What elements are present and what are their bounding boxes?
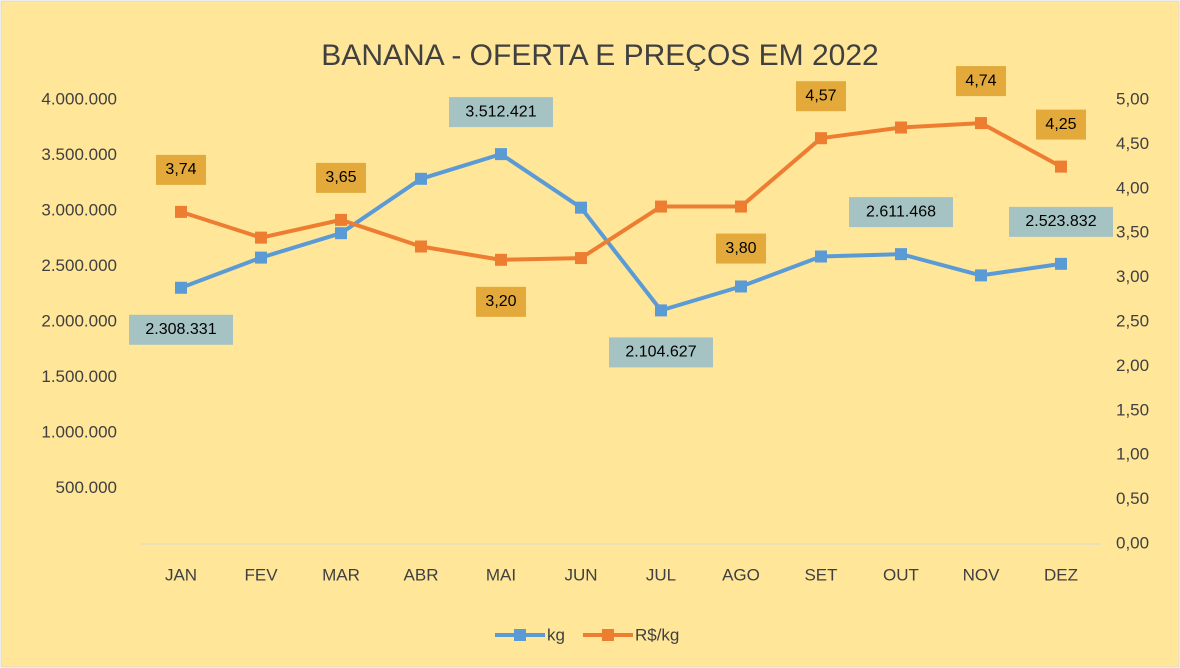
data-label: 4,25 [1045, 116, 1076, 133]
x-tick-label: MAI [486, 565, 516, 584]
series-marker [1055, 257, 1067, 270]
y2-tick-label: 1,00 [1116, 445, 1149, 464]
data-label: 2.104.627 [625, 344, 696, 361]
series-marker [415, 240, 427, 253]
x-tick-label: JUN [564, 565, 597, 584]
y2-tick-label: 2,00 [1116, 356, 1149, 375]
series-marker [415, 172, 427, 185]
y2-tick-label: 5,00 [1116, 89, 1149, 108]
y-tick-label: 1.000.000 [41, 422, 117, 441]
series-marker [975, 117, 987, 130]
series-marker [255, 251, 267, 264]
series-line [180, 152, 1062, 313]
series-marker [495, 253, 507, 266]
data-label-box [449, 97, 553, 128]
data-label: 2.308.331 [145, 321, 216, 338]
data-label: 4,74 [965, 72, 996, 89]
series-marker [815, 132, 827, 145]
series-marker [895, 121, 907, 134]
series-marker [335, 213, 347, 226]
series-marker [655, 200, 667, 213]
y2-tick-label: 3,00 [1116, 267, 1149, 286]
chart-title: BANANA - OFERTA E PREÇOS EM 2022 [321, 39, 878, 72]
y2-tick-label: 3,50 [1116, 223, 1149, 242]
x-tick-label: MAR [322, 565, 360, 584]
y2-tick-label: 0,50 [1116, 489, 1149, 508]
y2-tick-label: 1,50 [1116, 400, 1149, 419]
x-tick-label: JUL [646, 565, 676, 584]
data-label: 3,65 [325, 169, 356, 186]
series-marker [735, 200, 747, 213]
series-marker [735, 280, 747, 293]
series-marker [575, 252, 587, 265]
data-label-box [316, 162, 366, 193]
data-label: 4,57 [805, 87, 836, 104]
x-tick-label: DEZ [1044, 565, 1078, 584]
series-marker [895, 248, 907, 261]
data-label-box [156, 154, 206, 185]
x-tick-label: SET [804, 565, 837, 584]
y-tick-label: 4.000.000 [41, 89, 117, 108]
x-tick-label: NOV [963, 565, 1001, 584]
data-label-box [1009, 206, 1113, 237]
y-tick-label: 3.500.000 [41, 145, 117, 164]
data-label: 2.523.832 [1025, 213, 1096, 230]
series-marker [975, 269, 987, 282]
y-tick-label: 2.000.000 [41, 311, 117, 330]
y-tick-label: 500.000 [56, 478, 117, 497]
legend-marker [601, 629, 614, 641]
data-label-box [849, 197, 953, 228]
y2-tick-label: 2,50 [1116, 311, 1149, 330]
data-label-box [1036, 109, 1086, 140]
x-tick-label: JAN [165, 565, 197, 584]
data-label-box [609, 337, 713, 368]
data-label-box [476, 286, 526, 317]
data-label: 3,74 [165, 161, 196, 178]
series-marker [335, 227, 347, 240]
series-line [180, 121, 1062, 262]
y2-tick-label: 0,00 [1116, 533, 1149, 552]
series-marker [655, 304, 667, 317]
series-marker [1055, 160, 1067, 173]
data-label: 3.512.421 [465, 103, 536, 120]
data-label: 3,20 [485, 293, 516, 310]
x-tick-label: AGO [722, 565, 760, 584]
data-label: 2.611.468 [866, 203, 936, 220]
x-tick-label: OUT [883, 565, 919, 584]
data-label-box [716, 233, 766, 264]
y-tick-label: 1.500.000 [41, 367, 117, 386]
y-tick-label: 2.500.000 [41, 256, 117, 275]
series-marker [495, 148, 507, 161]
series-marker [255, 231, 267, 244]
y2-tick-label: 4,50 [1116, 134, 1149, 153]
series-marker [175, 205, 187, 218]
series-marker [815, 250, 827, 263]
series-marker [575, 201, 587, 214]
data-label: 3,80 [725, 240, 756, 257]
x-tick-label: ABR [404, 565, 439, 584]
y2-tick-label: 4,00 [1116, 178, 1149, 197]
legend-label: kg [547, 625, 565, 644]
data-label-box [956, 66, 1006, 97]
data-label-box [129, 314, 233, 345]
series-marker [175, 281, 187, 294]
legend-marker [514, 629, 526, 641]
data-label-box [796, 81, 846, 112]
legend-label: R$/kg [635, 625, 679, 644]
y-tick-label: 3.000.000 [41, 200, 117, 219]
x-tick-label: FEV [244, 565, 278, 584]
